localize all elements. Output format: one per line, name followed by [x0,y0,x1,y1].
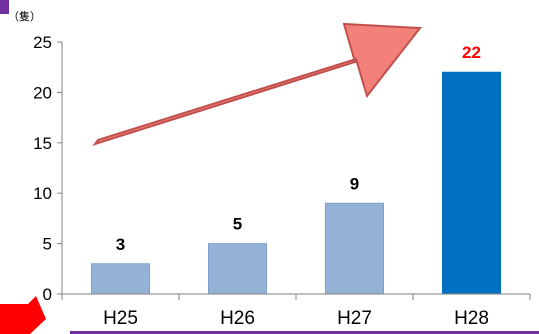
growth-callout-text: 約７倍 [200,86,328,165]
footer-accent-line [70,331,539,334]
x-tick-label-h26: H26 [220,308,255,329]
x-tick-label-h27: H27 [337,308,372,329]
x-tick-label-h25: H25 [103,308,138,329]
growth-arrow-shape [92,22,422,146]
y-tick-label: 20 [33,83,52,102]
data-label-h27: 9 [350,174,359,193]
y-axis-ticks: 0 5 10 15 20 25 [33,33,62,304]
y-tick-label: 5 [43,235,52,254]
x-tick-label-h28: H28 [454,308,489,329]
x-axis-ticks: H25 H26 H27 H28 [103,308,489,329]
axes [61,42,531,300]
y-tick-label: 25 [33,33,52,52]
corner-accent [0,0,9,14]
data-label-h28: 22 [462,43,481,62]
y-tick-label: 0 [43,285,52,304]
bar-h28 [442,71,501,295]
bar-h26 [208,243,267,295]
corner-arrow-shape [0,296,46,334]
bar-series [91,71,501,295]
y-tick-label: 15 [33,134,52,153]
y-tick-label: 10 [33,184,52,203]
y-axis-unit-label: （隻） [8,9,41,23]
bar-h25 [91,263,150,295]
data-label-h25: 3 [116,235,125,254]
growth-callout: 約７倍 [92,22,422,165]
bar-h27 [325,202,384,295]
data-labels: 3 5 9 22 [116,43,481,254]
data-label-h26: 5 [233,215,242,234]
